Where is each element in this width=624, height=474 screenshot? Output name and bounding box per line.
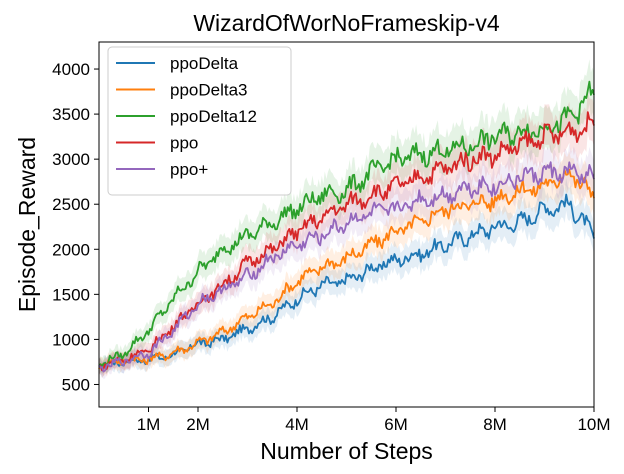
y-tick-label: 3000 [52, 150, 90, 169]
legend-entry: ppo+ [170, 160, 208, 179]
legend-box [107, 46, 292, 196]
legend: ppoDelta ppoDelta3 ppoDelta12 ppo ppo+ [107, 46, 292, 196]
series-line-ppo [98, 111, 595, 372]
y-axis-title: Episode_Reward [14, 137, 40, 312]
band-ppo+ [99, 144, 594, 380]
y-tick-label: 500 [62, 375, 90, 394]
series-line-ppoDelta3 [98, 168, 595, 370]
band-ppoDelta12 [99, 59, 594, 375]
chart-title: WizardOfWorNoFrameskip-v4 [193, 10, 499, 36]
plot-frame [98, 41, 595, 408]
x-tick-label: 2M [186, 415, 210, 434]
y-tick-label: 2500 [52, 195, 90, 214]
y-axis-ticks: 500 1000 1500 2000 2500 3000 3500 4000 [52, 60, 99, 394]
y-tick-label: 4000 [52, 60, 90, 79]
legend-entry: ppoDelta3 [170, 81, 248, 100]
x-axis-title: Number of Steps [260, 438, 433, 464]
y-tick-label: 3500 [52, 105, 90, 124]
x-axis-ticks: 1M 2M 4M 6M 8M 10M [137, 407, 611, 434]
legend-entry: ppo [170, 134, 198, 153]
x-tick-label: 4M [285, 415, 309, 434]
y-tick-label: 1000 [52, 330, 90, 349]
legend-entry: ppoDelta [170, 54, 239, 73]
series-line-ppoDelta12 [98, 80, 595, 368]
series-lines [98, 80, 595, 373]
legend-entry: ppoDelta12 [170, 107, 257, 126]
x-tick-label: 1M [137, 415, 161, 434]
x-tick-label: 10M [577, 415, 610, 434]
y-tick-label: 2000 [52, 240, 90, 259]
y-tick-label: 1500 [52, 285, 90, 304]
band-ppo [99, 91, 594, 379]
x-tick-label: 8M [483, 415, 507, 434]
x-tick-label: 6M [384, 415, 408, 434]
series-line-ppo+ [98, 161, 595, 373]
